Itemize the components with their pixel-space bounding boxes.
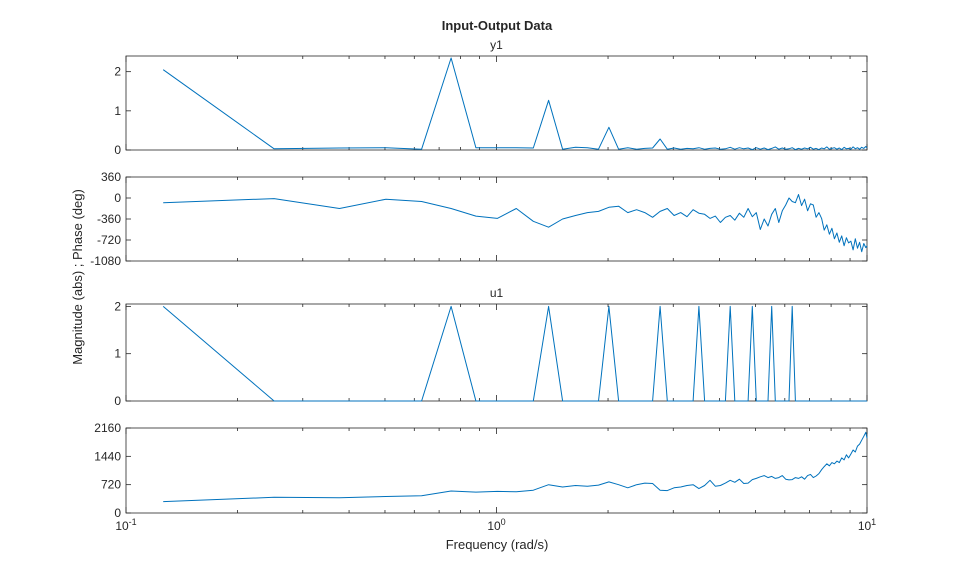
x-tick-label: 10-1 [115,517,136,533]
y-tick-label: 0 [114,506,121,520]
x-tick-label: 100 [487,517,505,533]
panel-u1-phase: 0 720 1440 2160 [94,421,868,520]
panel-y1-phase: 360 0 -360 -720 -1080 [90,170,868,268]
y-tick-label: 1 [114,347,121,361]
y-tick-label: 1440 [94,449,121,463]
axes-box [125,55,868,151]
y-tick-label: -360 [97,212,121,226]
series-line [162,305,867,402]
y-tick-label: 2 [114,65,121,79]
y-tick-label: 0 [114,394,121,408]
y-tick-label: 2 [114,299,121,313]
axes-box [125,427,868,514]
y-tick-label: -720 [97,233,121,247]
y-tick-label: 1 [114,104,121,118]
y-tick-label: 0 [114,143,121,157]
y-tick-label: -1080 [90,254,121,268]
panel-title: y1 [490,38,503,52]
y-tick-label: 0 [114,191,121,205]
panel-y1-magnitude: y1 0 1 2 [114,38,868,157]
y-tick-label: 720 [101,478,121,492]
axes-box [125,303,868,402]
axes-box [125,176,868,262]
figure-xlabel: Frequency (rad/s) [446,537,549,552]
series-line [163,431,868,503]
x-tick-label: 101 [858,517,876,533]
panel-title: u1 [490,286,504,300]
panel-u1-magnitude: u1 0 1 2 [114,286,868,408]
y-tick-label: 2160 [94,421,121,435]
figure-ylabel: Magnitude (abs) ; Phase (deg) [70,189,85,365]
series-line [163,194,868,253]
series-line [162,57,868,151]
y-tick-label: 360 [101,170,121,184]
figure-title: Input-Output Data [442,18,553,33]
